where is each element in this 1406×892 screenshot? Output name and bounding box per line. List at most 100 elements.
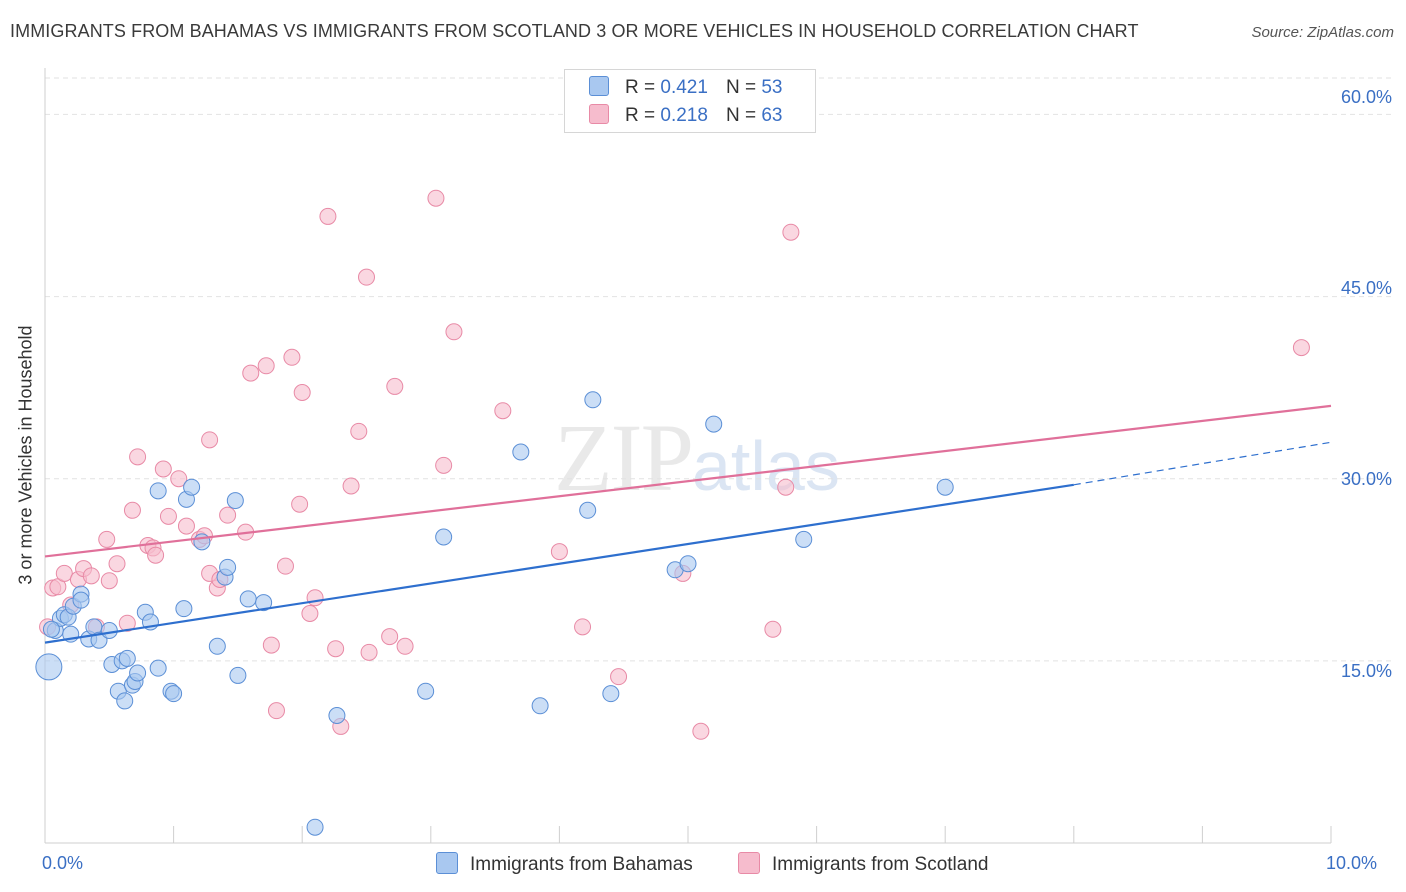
x-tick-label-0: 0.0% bbox=[42, 853, 84, 873]
scotland-point bbox=[358, 268, 375, 286]
scotland-point bbox=[154, 460, 172, 478]
scotland-point bbox=[100, 572, 118, 590]
bahamas-point bbox=[219, 558, 237, 576]
bahamas-point bbox=[579, 501, 597, 519]
chart-title: IMMIGRANTS FROM BAHAMAS VS IMMIGRANTS FR… bbox=[10, 21, 1139, 41]
scotland-point bbox=[129, 448, 147, 466]
bahamas-point bbox=[116, 692, 134, 710]
scotland-point bbox=[257, 357, 275, 375]
bottom-legend-swatch-bahamas bbox=[436, 852, 458, 874]
scotland-point bbox=[445, 323, 463, 341]
bahamas-point bbox=[149, 659, 167, 677]
scotland-point bbox=[301, 605, 319, 622]
legend-row-bahamas: R = 0.421 N = 53 bbox=[589, 76, 782, 98]
scotland-point bbox=[267, 702, 285, 720]
bahamas-point bbox=[239, 590, 257, 608]
legend-r-label: R = bbox=[625, 105, 656, 126]
scotland-point bbox=[550, 543, 568, 561]
scotland-point bbox=[177, 517, 195, 535]
x-tick-label-10: 10.0% bbox=[1326, 853, 1378, 873]
legend-swatch-bahamas bbox=[589, 76, 609, 96]
scotland-point bbox=[610, 668, 628, 686]
scotland-point bbox=[342, 477, 360, 495]
bahamas-point bbox=[602, 685, 620, 703]
legend-swatch-scotland bbox=[589, 104, 609, 124]
y-axis-label: 3 or more Vehicles in Household bbox=[15, 325, 36, 585]
bahamas-point bbox=[255, 594, 273, 612]
scotland-point bbox=[159, 507, 177, 525]
scotland-point bbox=[306, 589, 324, 607]
bahamas-point bbox=[129, 664, 147, 682]
legend-n-label: N = bbox=[725, 77, 757, 98]
y-tick-label-30: 30.0% bbox=[1340, 469, 1392, 489]
scotland-point bbox=[276, 557, 294, 575]
bahamas-point bbox=[183, 478, 201, 496]
scotland-point bbox=[319, 207, 337, 225]
scotland-trend-line bbox=[44, 404, 1332, 558]
y-tick-label-15: 15.0% bbox=[1340, 661, 1392, 681]
scotland-point bbox=[291, 495, 309, 513]
bahamas-point bbox=[795, 530, 813, 548]
scotland-point bbox=[396, 637, 414, 655]
scotland-point bbox=[494, 402, 512, 420]
bottom-legend-scotland: Immigrants from Scotland bbox=[738, 852, 988, 876]
scotland-point bbox=[350, 422, 368, 440]
scotland-point bbox=[262, 636, 280, 654]
y-tick-label-60: 60.0% bbox=[1340, 87, 1392, 107]
scotland-point bbox=[118, 614, 136, 632]
bahamas-point bbox=[193, 533, 211, 551]
bahamas-point bbox=[435, 528, 453, 546]
scotland-point bbox=[782, 223, 800, 241]
scotland-point bbox=[764, 620, 782, 638]
scotland-point bbox=[574, 618, 592, 636]
scotland-point bbox=[283, 348, 301, 366]
bahamas-trend-extension bbox=[1073, 441, 1332, 486]
scotland-point bbox=[386, 377, 404, 395]
scotland-point bbox=[147, 546, 165, 564]
scotland-point bbox=[242, 364, 260, 382]
y-tick-label-45: 45.0% bbox=[1340, 278, 1392, 298]
bahamas-point bbox=[149, 482, 167, 500]
bahamas-point bbox=[584, 391, 602, 409]
legend-r-value: 0.421 bbox=[660, 77, 708, 98]
legend-n-value: 63 bbox=[761, 105, 783, 126]
bahamas-point bbox=[100, 622, 118, 639]
legend-n-value: 53 bbox=[761, 77, 783, 98]
scotland-point bbox=[123, 501, 141, 519]
bahamas-point bbox=[679, 555, 697, 573]
bahamas-point bbox=[512, 443, 530, 461]
bahamas-point bbox=[936, 478, 954, 496]
bahamas-point bbox=[306, 818, 324, 836]
bahamas-point bbox=[417, 682, 435, 700]
scotland-point bbox=[327, 640, 345, 658]
legend-row-scotland: R = 0.218 N = 63 bbox=[589, 104, 782, 126]
scotland-point bbox=[692, 722, 710, 740]
scotland-point bbox=[360, 643, 378, 661]
scotland-point bbox=[82, 567, 100, 585]
scotland-point bbox=[435, 456, 453, 474]
legend-r-value: 0.218 bbox=[660, 105, 708, 126]
bahamas-point bbox=[328, 707, 346, 724]
bahamas-trend-line bbox=[44, 483, 1074, 644]
bahamas-point bbox=[165, 685, 183, 703]
scotland-point bbox=[108, 555, 126, 573]
scotland-point bbox=[427, 189, 445, 207]
scotland-point bbox=[201, 431, 219, 449]
bahamas-point bbox=[118, 649, 136, 667]
bahamas-point bbox=[42, 620, 60, 638]
bottom-legend-label-scotland: Immigrants from Scotland bbox=[772, 854, 989, 875]
legend-r-label: R = bbox=[625, 77, 656, 98]
bottom-legend-bahamas: Immigrants from Bahamas bbox=[436, 852, 693, 876]
scotland-point bbox=[170, 470, 188, 488]
scotland-point bbox=[55, 564, 73, 582]
bahamas-point bbox=[72, 591, 90, 609]
scotland-point bbox=[381, 628, 399, 646]
source-label: Source: ZipAtlas.com bbox=[1251, 24, 1394, 41]
scotland-point bbox=[219, 506, 237, 524]
bahamas-point bbox=[35, 653, 63, 681]
bahamas-point bbox=[531, 697, 549, 715]
bahamas-point bbox=[175, 600, 193, 618]
scotland-point bbox=[777, 478, 795, 496]
stats-legend: R = 0.421 N = 53 R = 0.218 N = 63 bbox=[564, 69, 816, 133]
